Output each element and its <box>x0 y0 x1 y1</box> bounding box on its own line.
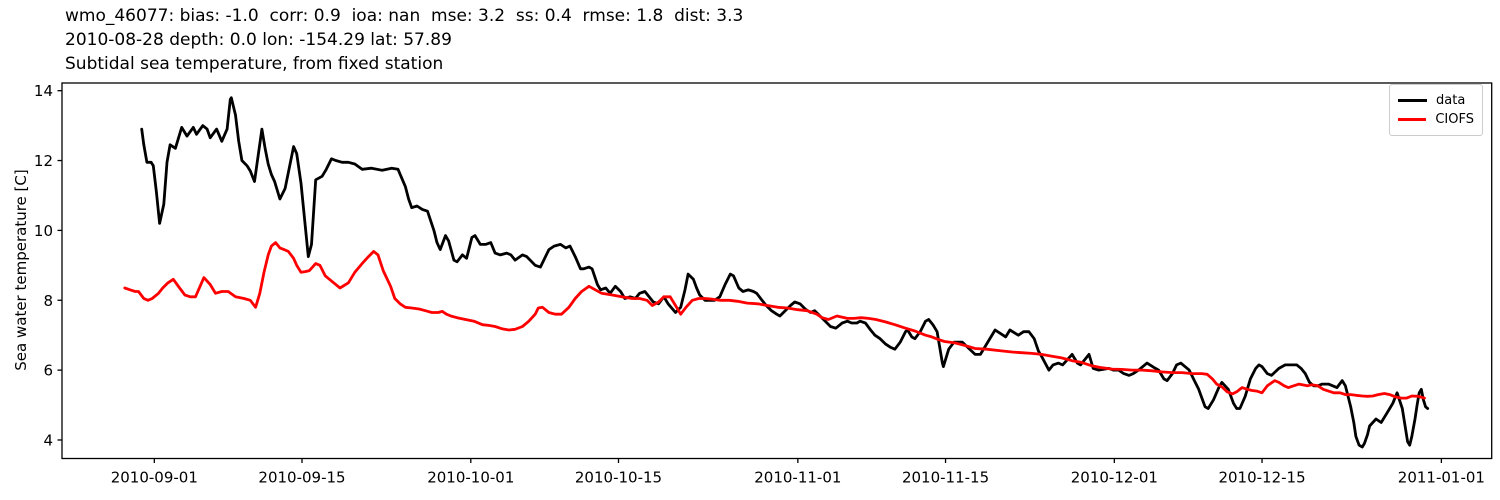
x-tick-label: 2010-11-01 <box>754 469 841 487</box>
legend: data CIOFS <box>1389 84 1483 136</box>
series-line-data <box>140 96 1430 449</box>
x-tick-label: 2011-01-01 <box>1398 469 1485 487</box>
series-line-CIOFS <box>123 241 1426 400</box>
x-tick-label: 2010-10-01 <box>427 469 514 487</box>
legend-item-data: data <box>1398 91 1474 110</box>
legend-item-ciofs: CIOFS <box>1398 110 1474 129</box>
y-tick-label: 6 <box>43 362 53 380</box>
station-meta-title-line: 2010-08-28 depth: 0.0 lon: -154.29 lat: … <box>65 30 452 50</box>
y-tick-label: 8 <box>43 292 53 310</box>
x-tick-label: 2010-09-15 <box>258 469 345 487</box>
legend-line-sample-data <box>1398 99 1427 102</box>
y-tick-label: 14 <box>34 82 53 100</box>
stats-title-line: wmo_46077: bias: -1.0 corr: 0.9 ioa: nan… <box>65 6 744 26</box>
x-tick-label: 2010-10-15 <box>575 469 662 487</box>
x-tick-label: 2010-12-01 <box>1071 469 1158 487</box>
x-tick-label: 2010-11-15 <box>902 469 989 487</box>
plot-frame <box>61 82 1493 460</box>
x-tick-label: 2010-12-15 <box>1218 469 1305 487</box>
y-tick-label: 12 <box>34 152 53 170</box>
legend-line-sample-ciofs <box>1398 118 1427 121</box>
legend-label: data <box>1436 93 1466 108</box>
legend-label: CIOFS <box>1435 112 1474 127</box>
y-tick-label: 10 <box>34 222 53 240</box>
y-tick-label: 4 <box>43 431 53 449</box>
x-tick-label: 2010-09-01 <box>111 469 198 487</box>
plot-title: Subtidal sea temperature, from fixed sta… <box>65 54 444 74</box>
